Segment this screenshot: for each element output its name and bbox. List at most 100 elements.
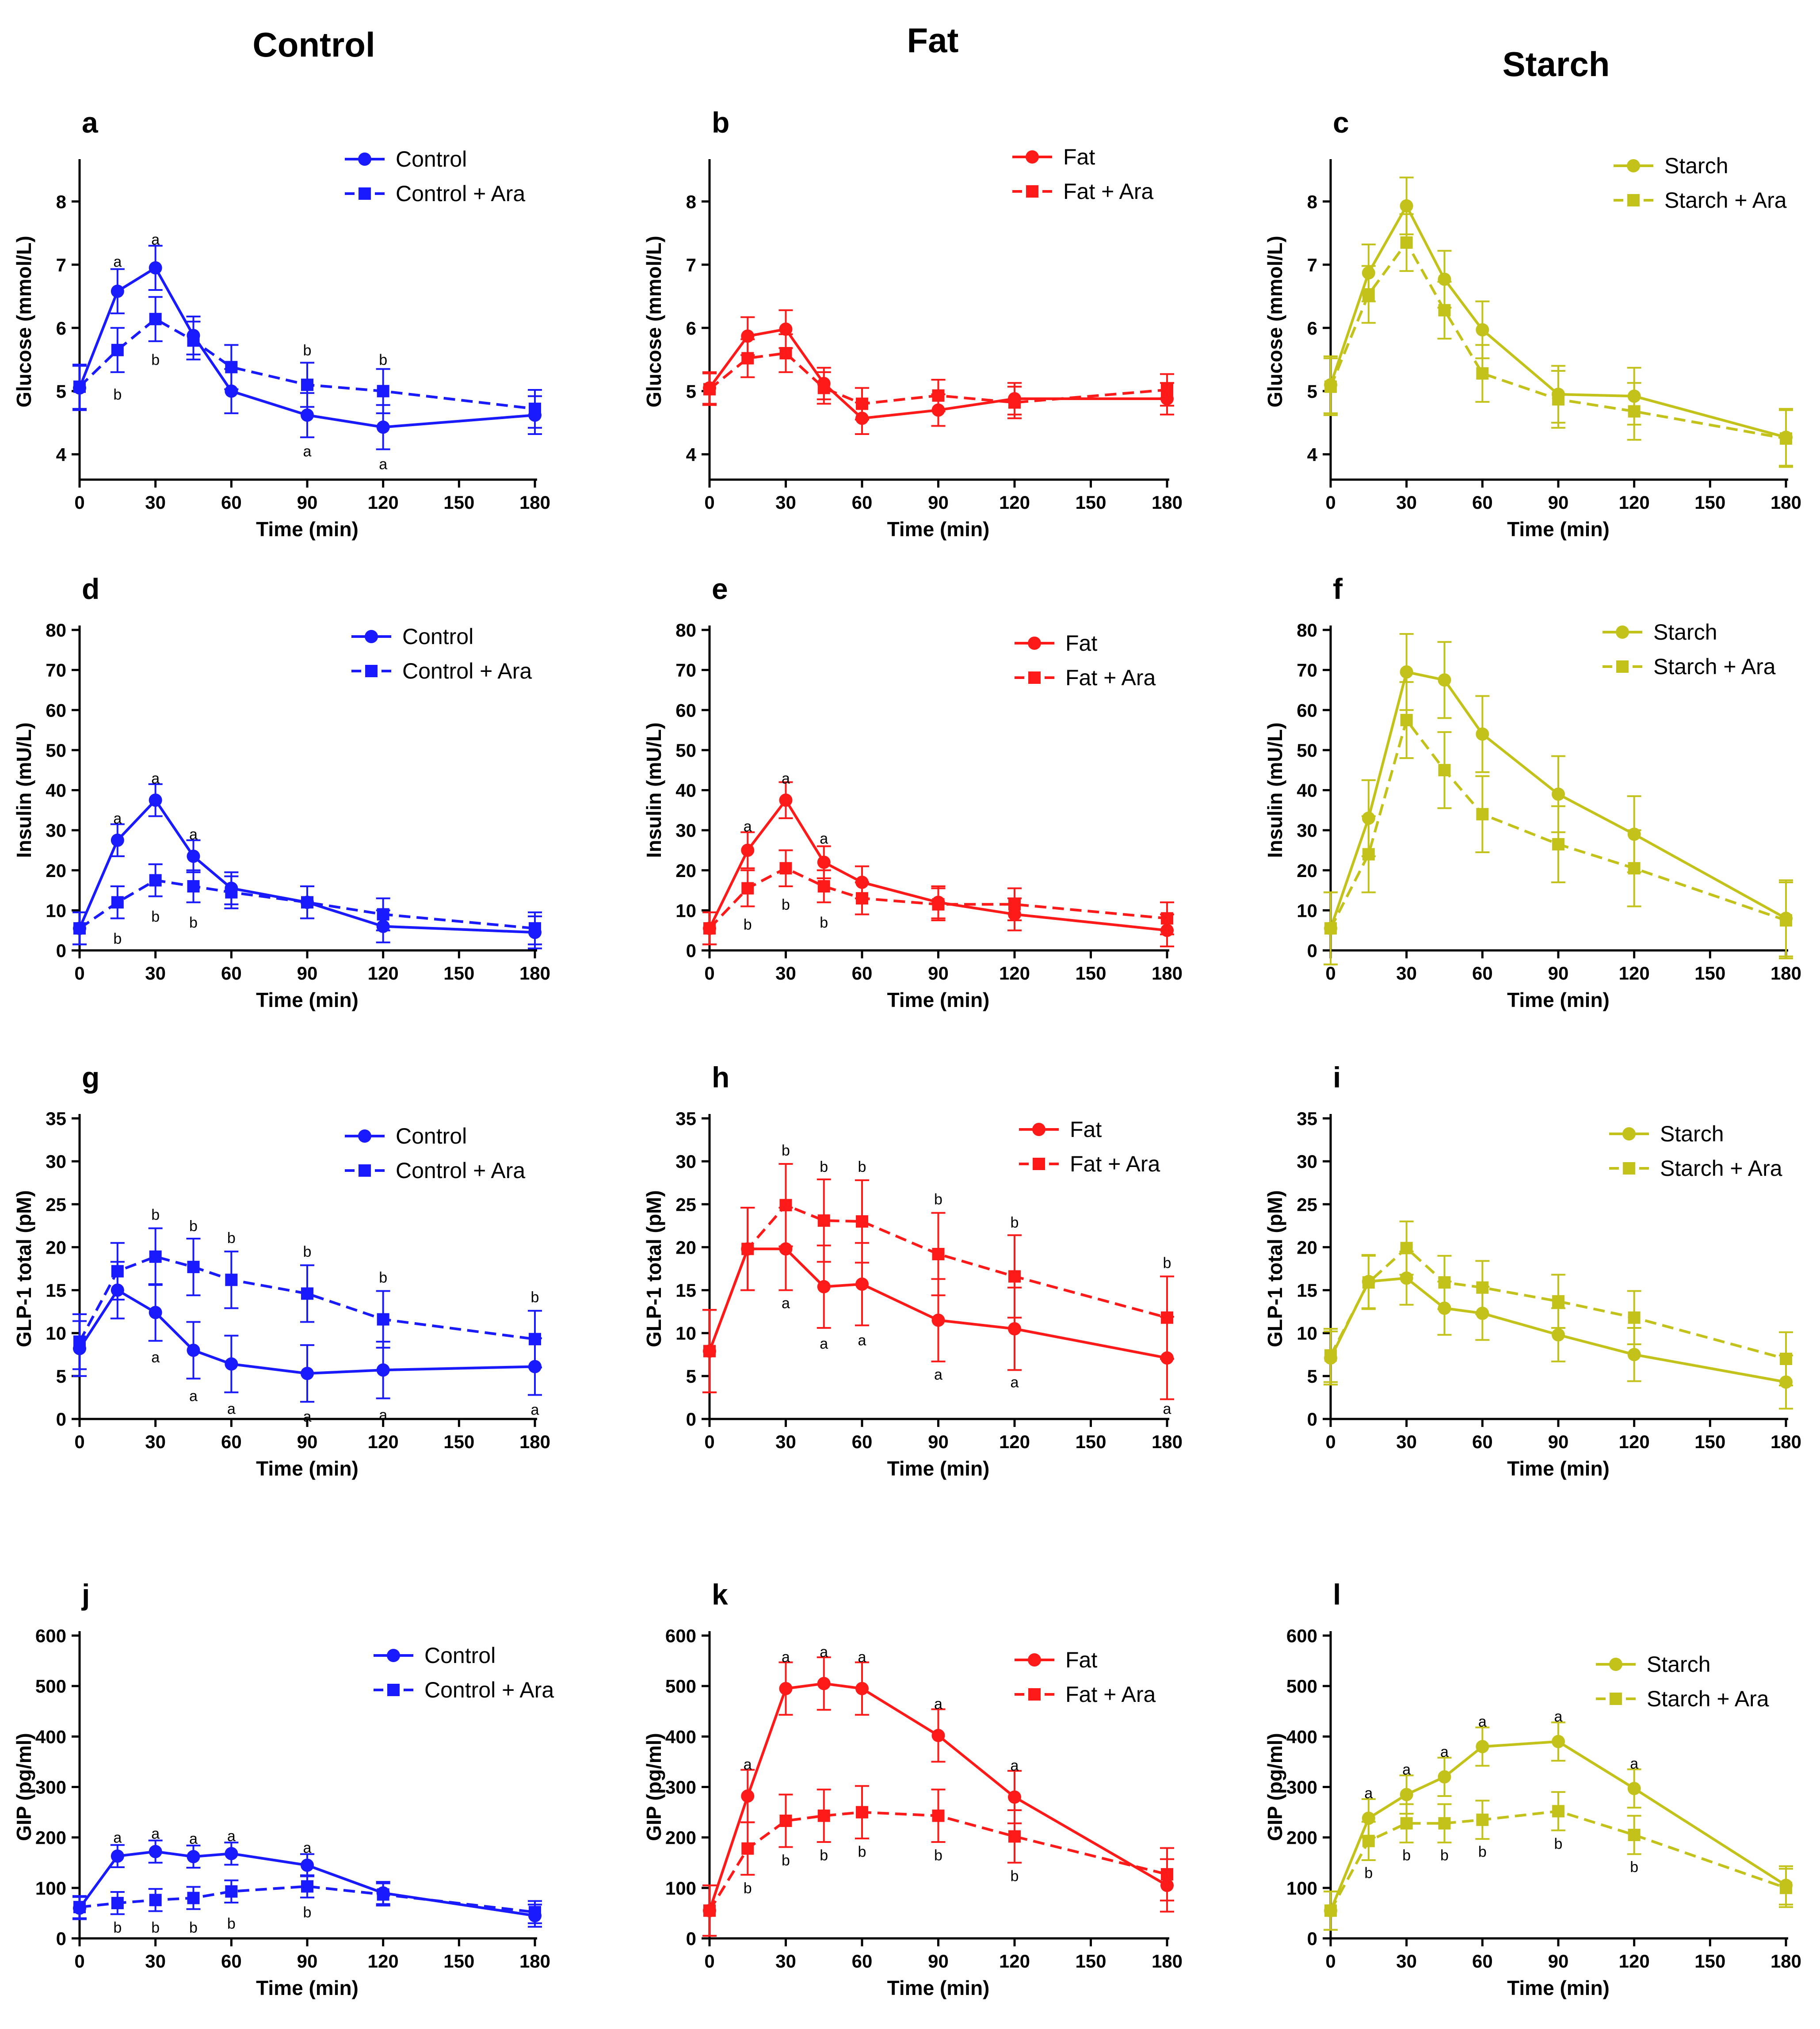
legend-entry: Control + Ara [345,1158,525,1183]
legend-marker [1028,1653,1041,1667]
y-tick-label: 8 [56,191,66,212]
data-point [301,1880,313,1893]
series-treatment [1324,1791,1793,1931]
x-axis-title: Time (min) [887,1976,990,1999]
data-point [187,1261,200,1274]
data-point [779,862,792,875]
y-tick-label: 8 [686,191,696,212]
x-tick-label: 150 [1694,1431,1725,1452]
data-point [73,1901,86,1914]
series-baseline [702,781,1174,947]
legend-label: Fat + Ara [1065,1682,1156,1707]
data-point [817,855,831,869]
significance-label: a [1011,1374,1019,1391]
y-tick-label: 25 [46,1194,66,1215]
data-point [111,896,124,909]
x-tick-label: 150 [443,1951,474,1972]
significance-label: b [744,916,752,933]
legend-label: Control [396,1124,467,1148]
significance-label: b [151,908,160,925]
legend-label: Starch + Ara [1647,1686,1769,1711]
y-tick-label: 200 [35,1827,66,1848]
significance-label: a [782,770,790,787]
panel-h: h 0 5 10 15 20 25 30 35 0 30 60 90 120 150 180 Time (min… [642,1061,1183,1480]
panel-g: g 0 5 10 15 20 25 30 35 0 30 60 90 120 150 180 Time (min… [12,1061,550,1480]
y-tick-label: 50 [46,740,66,761]
significance-label: b [1478,1844,1487,1861]
series-line [708,1682,1168,1911]
x-tick-label: 30 [1396,1951,1417,1972]
series-line [1329,717,1786,929]
x-tick-label: 0 [74,963,84,984]
data-point [1400,1817,1413,1830]
y-tick-label: 500 [35,1676,66,1697]
x-tick-label: 180 [1770,492,1801,513]
data-point [779,1814,792,1827]
series-treatment [72,863,542,946]
x-tick-label: 150 [1694,1951,1725,1972]
significance-label: a [1440,1744,1449,1761]
data-point [111,284,124,298]
significance-label: b [189,1218,198,1235]
y-tick-label: 6 [686,318,696,339]
legend-entry: Starch [1596,1652,1711,1677]
y-tick-label: 7 [56,255,66,275]
x-tick-label: 120 [999,492,1030,513]
y-tick-label: 300 [1286,1777,1317,1798]
y-tick-label: 4 [686,444,697,465]
series-line [1329,1246,1786,1360]
legend-entry: Fat + Ara [1019,1152,1160,1176]
x-tick-label: 0 [704,1431,714,1452]
data-point [1008,898,1021,911]
data-point [149,1306,162,1320]
series-line [78,317,535,410]
data-point [855,1277,869,1291]
legend-entry: Fat [1019,1117,1102,1142]
data-point [111,1849,124,1863]
data-point [817,1214,830,1227]
y-tick-label: 20 [46,1237,66,1258]
x-tick-label: 30 [145,963,166,984]
y-tick-label: 400 [35,1726,66,1747]
x-tick-label: 120 [999,963,1030,984]
x-tick-label: 60 [1472,1431,1493,1452]
data-point [817,1809,830,1822]
y-tick-label: 80 [675,620,696,641]
legend-entry: Starch [1609,1121,1724,1146]
legend-label: Fat + Ara [1070,1152,1160,1176]
x-tick-label: 180 [519,1951,550,1972]
data-point [149,1845,162,1858]
significance-label: a [858,1649,866,1666]
legend-entry: Fat + Ara [1012,179,1153,204]
series-treatment [72,1227,542,1370]
y-tick-label: 35 [675,1108,696,1129]
legend-marker [358,153,371,166]
series-baseline [72,244,542,450]
x-tick-label: 180 [1152,963,1183,984]
x-tick-label: 60 [1472,492,1493,513]
panel-letter: j [81,1578,90,1611]
data-point [1628,862,1641,875]
significance-label: a [934,1696,942,1712]
y-tick-label: 10 [675,900,696,921]
panel-letter: e [712,572,728,605]
y-tick-label: 20 [1297,1237,1317,1258]
significance-label: a [744,818,752,835]
significance-label: b [1011,1214,1019,1231]
data-point [1438,304,1451,317]
y-tick-label: 100 [35,1878,66,1899]
y-tick-label: 0 [56,1928,66,1949]
data-point [529,1333,541,1346]
y-tick-label: 0 [56,1409,66,1430]
panel-letter: f [1333,572,1343,605]
legend-marker [1026,185,1038,198]
significance-label: a [1011,1757,1019,1774]
x-tick-label: 90 [1548,963,1569,984]
legend-entry: Starch [1603,620,1717,645]
x-tick-label: 60 [1472,1951,1493,1972]
y-tick-label: 0 [686,1928,696,1949]
panel-letter: d [82,572,99,605]
x-axis-title: Time (min) [1507,988,1610,1011]
x-tick-label: 150 [1075,492,1106,513]
x-tick-label: 60 [852,492,873,513]
